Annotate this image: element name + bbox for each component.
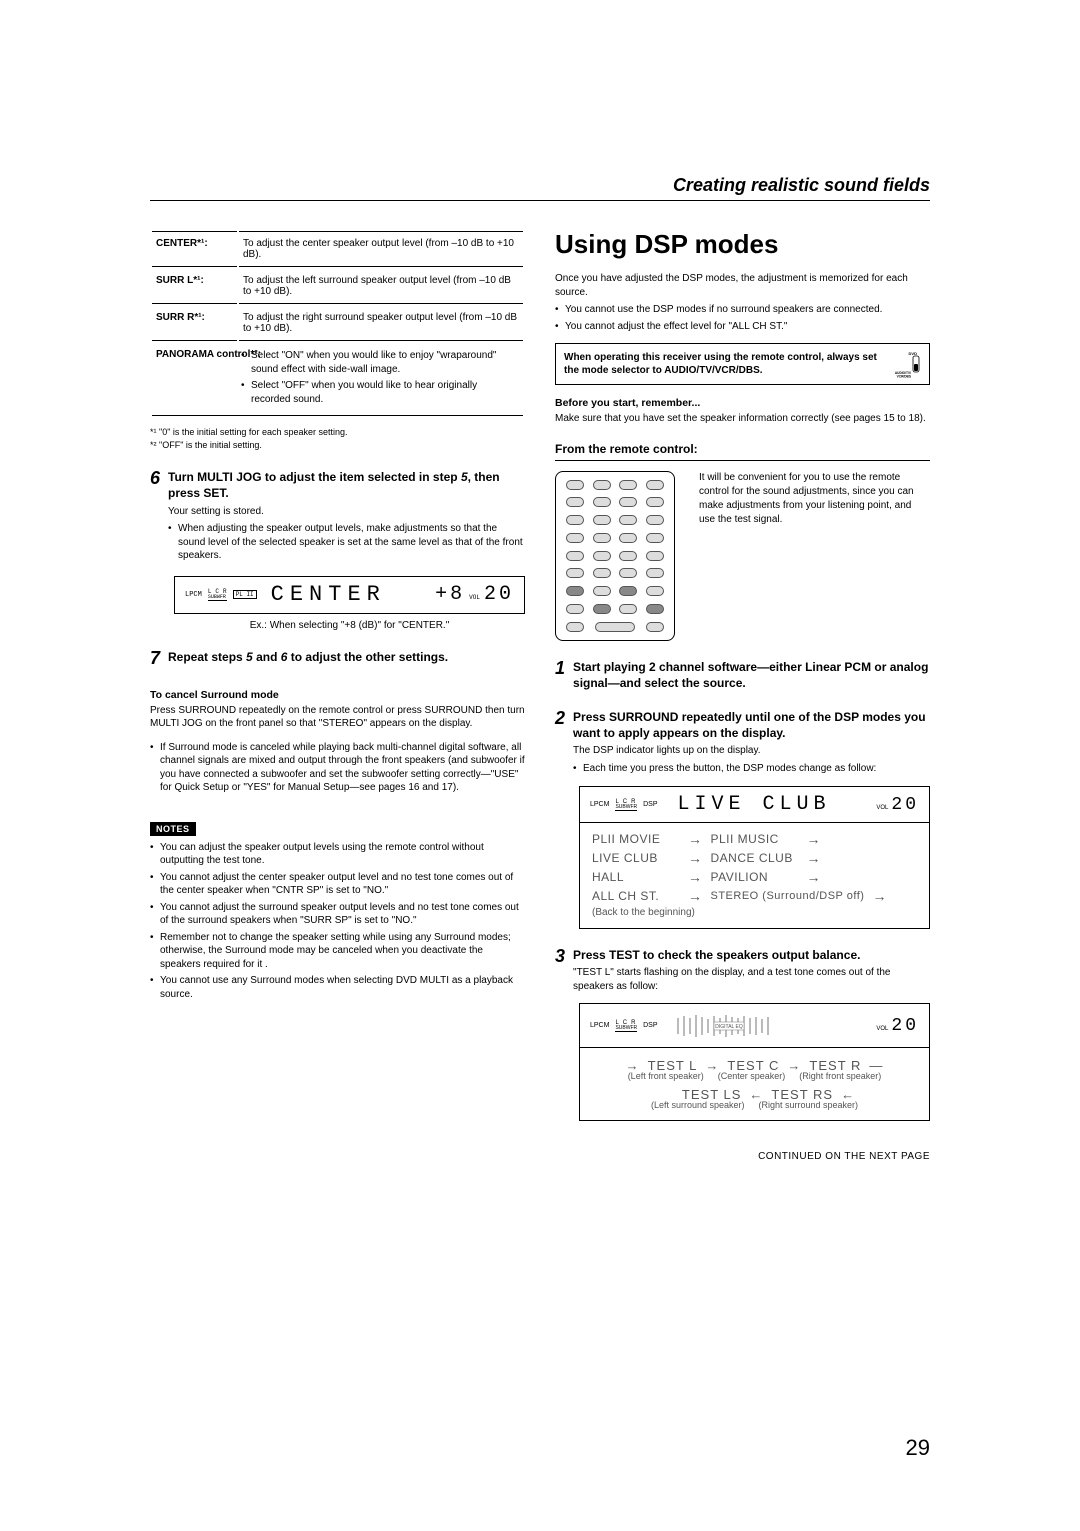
dsp-heading: Using DSP modes (555, 229, 930, 260)
step-number: 1 (555, 659, 565, 691)
step-title: Repeat steps 5 and 6 to adjust the other… (168, 649, 525, 665)
row-label: SURR L*¹: (152, 269, 237, 304)
row-desc: To adjust the center speaker output leve… (239, 231, 523, 267)
mode-selector-callout: When operating this receiver using the r… (555, 343, 930, 385)
before-text: Make sure that you have set the speaker … (555, 412, 930, 426)
panorama-label: PANORAMA control*²: (152, 343, 237, 415)
step-6: 6 Turn MULTI JOG to adjust the item sele… (150, 469, 525, 565)
cancel-text: Press SURROUND repeatedly on the remote … (150, 704, 525, 731)
display-caption: Ex.: When selecting "+8 (dB)" for "CENTE… (174, 620, 525, 631)
remote-text: It will be convenient for you to use the… (699, 471, 930, 527)
row-label: SURR R*¹: (152, 306, 237, 341)
svg-text:VCR/DBS: VCR/DBS (897, 375, 911, 379)
row-desc: To adjust the right surround speaker out… (239, 306, 523, 341)
waveform-icon: DIGITAL EQ (676, 1012, 816, 1040)
lcd-display-center: LPCM LCR SUBWFR PL II CENTER +8 VOL 20 (174, 576, 525, 614)
mode-switch-icon: DVD AUDIO/TV/ VCR/DBS (891, 350, 921, 378)
note-item: Remember not to change the speaker setti… (150, 931, 525, 972)
from-remote-title: From the remote control: (555, 442, 930, 461)
test-flow-diagram: LPCM LCR SUBWFR DSP (579, 1003, 930, 1121)
left-column: CENTER*¹:To adjust the center speaker ou… (150, 229, 525, 1162)
section-header: Creating realistic sound fields (150, 175, 930, 201)
cancel-bullet: If Surround mode is canceled while playi… (150, 741, 525, 795)
step-7: 7 Repeat steps 5 and 6 to adjust the oth… (150, 649, 525, 667)
step-text: The DSP indicator lights up on the displ… (573, 744, 930, 758)
svg-text:DVD: DVD (909, 351, 918, 356)
step-number: 6 (150, 469, 160, 565)
step-number: 3 (555, 947, 565, 993)
step-title: Start playing 2 channel software—either … (573, 659, 930, 691)
step-title: Press TEST to check the speakers output … (573, 947, 930, 963)
note-item: You cannot adjust the center speaker out… (150, 871, 525, 898)
dsp-flow-diagram: LPCM LCR SUBWFR DSP LIVE CLUB VOL 20 (579, 786, 930, 929)
step-number: 2 (555, 709, 565, 778)
note-item: You cannot adjust the surround speaker o… (150, 901, 525, 928)
speaker-level-table: CENTER*¹:To adjust the center speaker ou… (150, 229, 525, 418)
continued-label: CONTINUED ON THE NEXT PAGE (555, 1151, 930, 1162)
step-1: 1 Start playing 2 channel software—eithe… (555, 659, 930, 691)
note-item: You cannot use any Surround modes when s… (150, 974, 525, 1001)
cancel-heading: To cancel Surround mode (150, 689, 525, 701)
step-3: 3 Press TEST to check the speakers outpu… (555, 947, 930, 993)
right-column: Using DSP modes Once you have adjusted t… (555, 229, 930, 1162)
page-number: 29 (906, 1435, 930, 1461)
row-desc: To adjust the left surround speaker outp… (239, 269, 523, 304)
step-2: 2 Press SURROUND repeatedly until one of… (555, 709, 930, 778)
notes-badge: NOTES (150, 822, 196, 836)
intro-bullet: You cannot use the DSP modes if no surro… (555, 303, 930, 317)
dsp-intro: Once you have adjusted the DSP modes, th… (555, 272, 930, 299)
step-text: "TEST L" starts flashing on the display,… (573, 966, 930, 993)
before-heading: Before you start, remember... (555, 397, 930, 409)
row-label: CENTER*¹: (152, 231, 237, 267)
step-text: Your setting is stored. (168, 505, 525, 519)
step-bullet: When adjusting the speaker output levels… (168, 522, 525, 563)
footnote: *² "OFF" is the initial setting. (150, 439, 525, 452)
step-bullet: Each time you press the button, the DSP … (573, 762, 930, 776)
step-title: Turn MULTI JOG to adjust the item select… (168, 469, 525, 501)
svg-text:DIGITAL EQ: DIGITAL EQ (715, 1024, 743, 1030)
panorama-item: Select "OFF" when you would like to hear… (241, 379, 519, 406)
step-number: 7 (150, 649, 160, 667)
footnote: *¹ "0" is the initial setting for each s… (150, 426, 525, 439)
panorama-item: Select "ON" when you would like to enjoy… (241, 349, 519, 376)
remote-control-icon (555, 471, 675, 641)
intro-bullet: You cannot adjust the effect level for "… (555, 320, 930, 334)
note-item: You can adjust the speaker output levels… (150, 841, 525, 868)
footnotes: *¹ "0" is the initial setting for each s… (150, 426, 525, 451)
step-title: Press SURROUND repeatedly until one of t… (573, 709, 930, 741)
